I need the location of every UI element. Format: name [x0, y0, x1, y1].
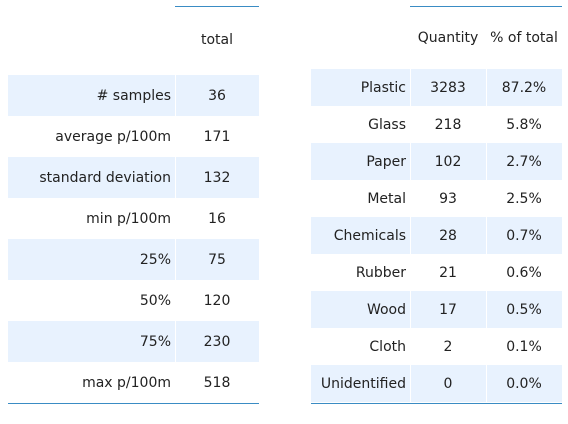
column-divider — [486, 217, 487, 254]
row-value-percent: 5.8% — [506, 116, 542, 133]
row-label: # samples — [96, 87, 171, 104]
column-header-total: total — [200, 32, 233, 48]
column-header-quantity: Quantity — [417, 30, 479, 46]
row-label: standard deviation — [39, 169, 171, 186]
table-row: average p/100m 171 — [8, 116, 259, 157]
material-breakdown-table: Quantity % of total Plastic 3283 87.2% Glas… — [311, 0, 562, 424]
row-value-total: 132 — [203, 169, 231, 186]
table-row: Chemicals 28 0.7% — [311, 217, 562, 254]
row-value-percent: 0.7% — [506, 227, 542, 244]
row-label: Metal — [367, 190, 406, 207]
row-value-quantity: 102 — [434, 153, 462, 170]
row-value-percent: 0.5% — [506, 301, 542, 318]
column-divider — [175, 75, 176, 116]
column-divider — [486, 254, 487, 291]
table-row: 50% 120 — [8, 280, 259, 321]
column-divider — [486, 143, 487, 180]
column-divider — [410, 69, 411, 106]
column-divider — [486, 180, 487, 217]
row-value-quantity: 0 — [443, 375, 453, 392]
table-row: Plastic 3283 87.2% — [311, 69, 562, 106]
column-divider — [486, 328, 487, 365]
row-value-total: 518 — [203, 374, 231, 391]
row-label: Plastic — [360, 79, 406, 96]
column-divider — [410, 143, 411, 180]
column-divider — [410, 365, 411, 402]
table-row: max p/100m 518 — [8, 362, 259, 403]
row-value-total: 230 — [203, 333, 231, 350]
row-value-total: 75 — [208, 251, 226, 268]
row-label: Glass — [368, 116, 406, 133]
table-row: min p/100m 16 — [8, 198, 259, 239]
row-value-total: 120 — [203, 292, 231, 309]
table-row: Wood 17 0.5% — [311, 291, 562, 328]
row-value-percent: 0.1% — [506, 338, 542, 355]
row-value-total: 171 — [203, 128, 231, 145]
column-divider — [175, 362, 176, 403]
row-value-total: 36 — [208, 87, 226, 104]
table-row: Metal 93 2.5% — [311, 180, 562, 217]
row-label: Cloth — [369, 338, 406, 355]
top-rule — [175, 6, 259, 7]
column-header-percent-of-total: % of total — [490, 30, 558, 46]
row-value-quantity: 2 — [443, 338, 453, 355]
column-divider — [486, 291, 487, 328]
row-label: 25% — [139, 251, 171, 268]
row-value-percent: 0.0% — [506, 375, 542, 392]
column-divider — [175, 157, 176, 198]
table-row: 75% 230 — [8, 321, 259, 362]
table-row: # samples 36 — [8, 75, 259, 116]
table-row: 25% 75 — [8, 239, 259, 280]
row-label: Paper — [366, 153, 406, 170]
column-divider — [486, 365, 487, 402]
bottom-rule — [8, 403, 259, 404]
top-rule — [410, 6, 562, 7]
column-divider — [486, 106, 487, 143]
row-value-quantity: 21 — [439, 264, 457, 281]
column-divider — [175, 198, 176, 239]
row-label: min p/100m — [86, 210, 171, 227]
table-row: Paper 102 2.7% — [311, 143, 562, 180]
row-label: Wood — [366, 301, 406, 318]
summary-statistics-table: total # samples 36 average p/100m 171 standa… — [8, 0, 259, 424]
column-divider — [410, 106, 411, 143]
table-row: Unidentified 0 0.0% — [311, 365, 562, 402]
row-value-total: 16 — [208, 210, 226, 227]
column-divider — [410, 254, 411, 291]
column-divider — [410, 291, 411, 328]
table-row: Rubber 21 0.6% — [311, 254, 562, 291]
column-divider — [175, 116, 176, 157]
column-divider — [410, 180, 411, 217]
row-label: 75% — [139, 333, 171, 350]
row-value-quantity: 93 — [439, 190, 457, 207]
row-value-percent: 2.7% — [506, 153, 542, 170]
bottom-rule — [311, 403, 562, 404]
column-divider — [410, 217, 411, 254]
row-label: average p/100m — [55, 128, 171, 145]
row-value-percent: 87.2% — [501, 79, 547, 96]
table-row: Glass 218 5.8% — [311, 106, 562, 143]
row-label: Chemicals — [333, 227, 406, 244]
row-label: Rubber — [355, 264, 406, 281]
row-label: max p/100m — [82, 374, 171, 391]
row-value-quantity: 218 — [434, 116, 462, 133]
column-divider — [175, 321, 176, 362]
table-row: Cloth 2 0.1% — [311, 328, 562, 365]
row-label: Unidentified — [320, 375, 406, 392]
row-value-quantity: 17 — [439, 301, 457, 318]
row-value-quantity: 3283 — [430, 79, 466, 96]
column-divider — [175, 280, 176, 321]
table-row: standard deviation 132 — [8, 157, 259, 198]
row-value-percent: 2.5% — [506, 190, 542, 207]
column-divider — [175, 239, 176, 280]
row-label: 50% — [139, 292, 171, 309]
row-value-percent: 0.6% — [506, 264, 542, 281]
row-value-quantity: 28 — [439, 227, 457, 244]
column-divider — [486, 69, 487, 106]
column-divider — [410, 328, 411, 365]
